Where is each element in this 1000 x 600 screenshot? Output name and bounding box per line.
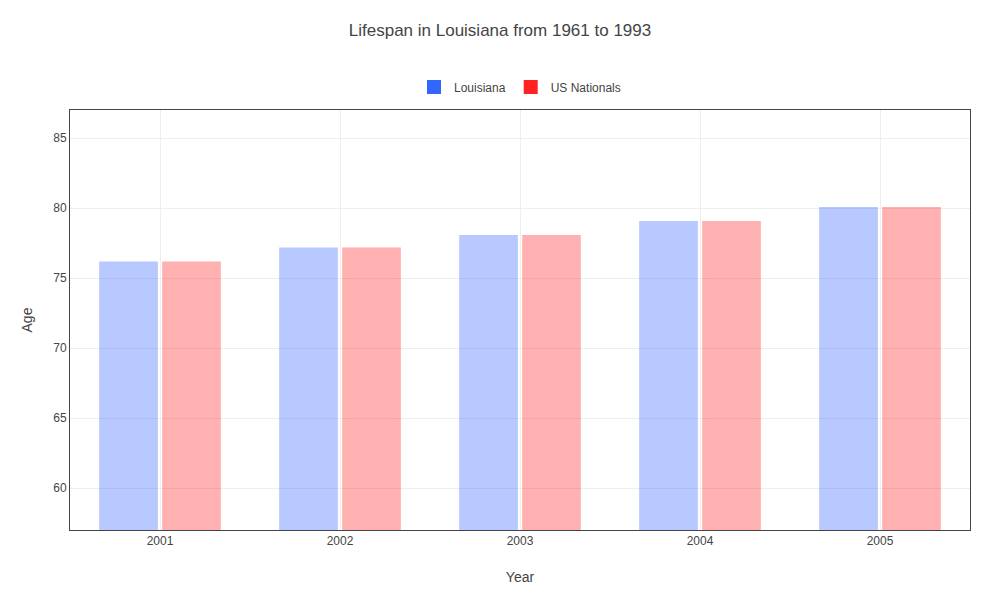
svg-text:85: 85 (53, 131, 67, 145)
svg-text:70: 70 (53, 341, 67, 355)
svg-text:2004: 2004 (687, 534, 714, 548)
svg-text:Year: Year (506, 569, 535, 585)
svg-text:Age: Age (19, 307, 35, 332)
svg-text:2001: 2001 (147, 534, 174, 548)
svg-text:2005: 2005 (867, 534, 894, 548)
svg-text:60: 60 (53, 481, 67, 495)
svg-text:65: 65 (53, 411, 67, 425)
svg-text:2002: 2002 (327, 534, 354, 548)
svg-text:Louisiana: Louisiana (454, 81, 506, 95)
svg-text:US Nationals: US Nationals (551, 81, 621, 95)
svg-text:2003: 2003 (507, 534, 534, 548)
svg-text:Lifespan in Louisiana from 196: Lifespan in Louisiana from 1961 to 1993 (349, 21, 651, 40)
svg-text:75: 75 (53, 271, 67, 285)
svg-text:80: 80 (53, 201, 67, 215)
